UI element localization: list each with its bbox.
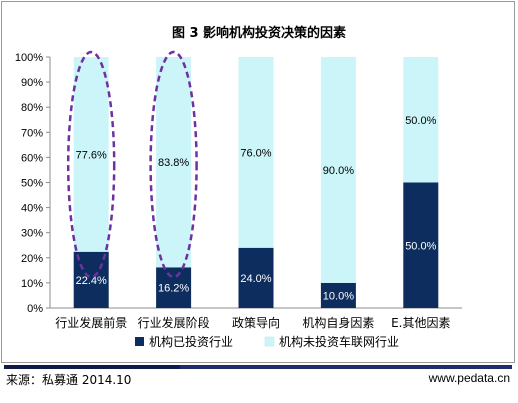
y-tick-label: 40%: [21, 203, 43, 215]
bar-segment-invested: [238, 247, 274, 308]
data-label: 77.6%: [76, 149, 107, 161]
bar-segment-not-invested: [73, 57, 109, 252]
highlight-ellipse: [149, 50, 198, 279]
data-label: 16.2%: [158, 283, 189, 295]
data-label: 50.0%: [405, 240, 436, 252]
y-tick-label: 10%: [21, 278, 43, 290]
y-tick-label: 20%: [21, 253, 43, 265]
y-tick-label: 30%: [21, 228, 43, 240]
data-label: 76.0%: [240, 147, 271, 159]
x-tick-label: 机构自身因素: [302, 315, 374, 330]
bar-segment-invested: [156, 267, 192, 308]
source-note: 来源：私募通 2014.10: [6, 373, 132, 387]
legend-swatch: [264, 336, 275, 347]
data-label: 22.4%: [76, 275, 107, 287]
y-tick-label: 0%: [27, 303, 43, 315]
website-url: www.pedata.cn: [428, 371, 510, 385]
bar-segment-not-invested: [320, 57, 356, 283]
y-tick-label: 70%: [21, 127, 43, 139]
chart-border: [1, 1, 515, 363]
bar-segment-not-invested: [156, 57, 192, 268]
x-tick-label: E.其他因素: [391, 316, 450, 330]
data-label: 83.8%: [158, 157, 189, 169]
stacked-bar-chart: 图 3 影响机构投资决策的因素 0% 10% 20% 30% 40% 50% 60% 70% 80…: [15, 25, 462, 349]
y-tick-label: 80%: [21, 102, 43, 114]
legend-label: 机构已投资行业: [149, 334, 233, 349]
y-tick-label: 60%: [21, 152, 43, 164]
footer-rule-accent: [4, 365, 180, 369]
x-tick-label: 行业发展前景: [55, 315, 127, 330]
x-tick-label: 行业发展阶段: [138, 315, 210, 330]
chart-title: 图 3 影响机构投资决策的因素: [172, 25, 346, 41]
data-label: 90.0%: [323, 165, 354, 177]
bar-segment-invested: [73, 251, 109, 308]
y-tick-label: 50%: [21, 178, 43, 190]
highlight-ellipse: [66, 50, 116, 279]
bar-segment-invested: [403, 182, 439, 308]
data-label: 50.0%: [405, 115, 436, 127]
data-label: 24.0%: [240, 273, 271, 285]
bar-segment-not-invested: [238, 57, 274, 248]
bar-segment-not-invested: [403, 57, 439, 183]
data-label: 10.0%: [323, 290, 354, 302]
footer-rule: [4, 365, 512, 369]
y-tick-label: 100%: [15, 52, 43, 64]
bar-segment-invested: [320, 282, 356, 308]
legend-swatch: [135, 337, 144, 346]
y-tick-label: 90%: [21, 77, 43, 89]
legend-label: 机构未投资车联网行业: [279, 334, 399, 349]
x-tick-label: 政策导向: [232, 315, 280, 330]
